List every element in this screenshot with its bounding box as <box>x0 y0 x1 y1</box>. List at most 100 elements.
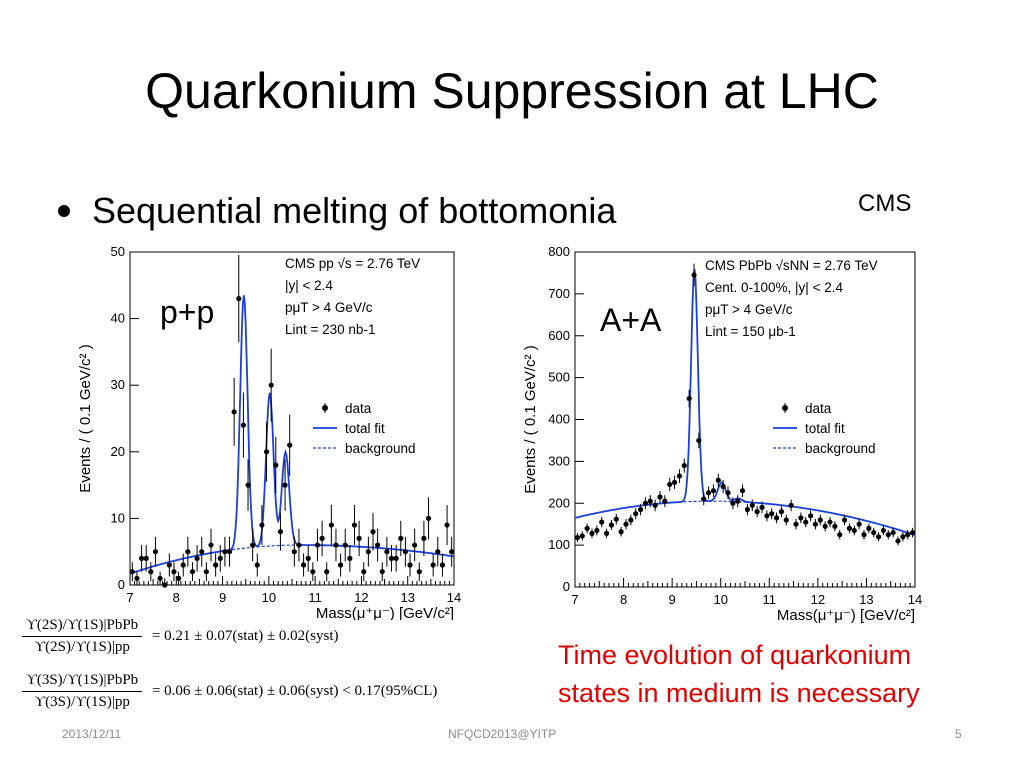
pp-annotation: pμT > 4 GeV/c <box>285 300 373 315</box>
pp-data-point <box>412 542 418 548</box>
pp-data-point <box>305 555 311 561</box>
pbpb-data-point <box>885 532 891 538</box>
pbpb-y-tick-label: 600 <box>548 328 570 343</box>
pp-data-point <box>324 569 330 575</box>
pp-data-point <box>231 409 237 415</box>
pp-x-tick-label: 10 <box>262 590 276 605</box>
pp-data-point <box>444 522 450 528</box>
pp-data-point <box>449 549 455 555</box>
pp-data-point <box>203 569 209 575</box>
pp-y-axis-label: Events / ( 0.1 GeV/c² ) <box>77 344 94 492</box>
pp-data-point <box>430 562 436 568</box>
pbpb-x-tick-label: 8 <box>620 592 627 607</box>
pp-data-point <box>166 562 172 568</box>
pbpb-data-point <box>715 477 721 483</box>
pbpb-data-point <box>837 532 843 538</box>
ratio-equation-2s: ϒ(2S)/ϒ(1S)|PbPb ϒ(2S)/ϒ(1S)|pp = 0.21 ±… <box>22 617 339 656</box>
pbpb-data-point <box>846 525 853 531</box>
pbpb-data-point <box>730 500 736 506</box>
pp-data-point <box>180 562 186 568</box>
pbpb-data-point <box>900 534 906 540</box>
pp-data-point <box>250 542 256 548</box>
pp-y-tick-label: 30 <box>111 377 125 392</box>
ratio-value-2s: = 0.21 ± 0.07(stat) ± 0.02(syst) <box>151 628 339 644</box>
pbpb-annotation: pμT > 4 GeV/c <box>705 302 793 317</box>
cms-label: CMS <box>858 190 912 217</box>
pp-data-point <box>333 542 339 548</box>
pp-data-point <box>435 549 441 555</box>
pbpb-data-point <box>637 506 644 513</box>
pp-mass-plot: 7 8 9 10 11 12 13 14 0 10 20 30 40 50 Mass(μ⁺μ⁻) [GeV/… <box>70 240 470 622</box>
pbpb-data-point <box>807 513 814 519</box>
pp-data-point <box>398 535 404 541</box>
pp-data-point <box>148 569 154 575</box>
pp-x-tick-label: 8 <box>173 590 180 605</box>
pp-data-point <box>370 529 376 535</box>
pbpb-annotation: Lint = 150 μb-1 <box>705 324 796 339</box>
pp-data-point <box>259 522 265 528</box>
pp-data-point <box>185 549 191 555</box>
pbpb-legend-background: background <box>805 441 876 456</box>
pbpb-data-point <box>788 502 794 508</box>
pbpb-data-point <box>705 490 712 496</box>
pbpb-data-point <box>827 519 833 525</box>
pbpb-data-point <box>686 395 692 402</box>
footer-date: 2013/12/11 <box>62 727 122 741</box>
pp-data-point <box>236 296 242 302</box>
pbpb-y-tick-label: 300 <box>548 453 570 468</box>
pp-data-point <box>314 542 321 548</box>
pbpb-data-point <box>832 523 838 529</box>
pp-data-point <box>384 549 390 555</box>
aa-label: A+A <box>600 302 662 338</box>
pp-data-point <box>407 562 413 568</box>
pbpb-data-point <box>671 479 678 485</box>
pp-data-point <box>347 555 353 561</box>
pbpb-data-point <box>754 509 760 515</box>
pp-x-axis-label: Mass(μ⁺μ⁻) [GeV/c²] <box>316 605 454 620</box>
pp-data-point <box>287 442 293 448</box>
pp-data-point <box>291 549 297 555</box>
pp-data-point <box>338 562 344 568</box>
pbpb-mass-plot: 7 8 9 10 11 12 13 14 0 100 200 300 400 500 600 700 800 Ma… <box>515 240 945 635</box>
pp-data-point <box>138 555 145 561</box>
pp-data-point <box>273 462 279 468</box>
pp-annotation: |y| < 2.4 <box>285 278 333 293</box>
pbpb-data-point <box>744 506 751 513</box>
pp-data-point <box>134 575 140 581</box>
pbpb-y-tick-label: 100 <box>548 537 570 552</box>
pp-data-point <box>176 575 182 581</box>
pp-data-point <box>199 549 205 555</box>
pbpb-total-fit-curve <box>574 268 916 536</box>
pp-plot-svg: 7 8 9 10 11 12 13 14 0 10 20 30 40 50 Mass(μ⁺μ⁻) [GeV/… <box>77 244 461 622</box>
pp-data-point <box>213 562 219 568</box>
pbpb-data-point <box>803 519 809 525</box>
pbpb-data-point <box>691 272 697 278</box>
bullet-text: Sequential melting of bottomonia <box>92 190 617 231</box>
pbpb-data-point <box>739 488 746 494</box>
pbpb-data-point <box>880 527 887 534</box>
pp-data-point <box>282 482 288 488</box>
pp-data-point <box>296 542 302 548</box>
pbpb-data-point <box>642 500 649 506</box>
pbpb-data-point <box>841 517 848 523</box>
pp-total-fit-curve <box>129 295 455 575</box>
bullet-dot-icon <box>58 205 70 217</box>
pp-data-point <box>222 549 228 555</box>
pbpb-x-tick-label: 12 <box>811 592 825 607</box>
conclusion-line-1: Time evolution of quarkonium <box>558 640 912 670</box>
pbpb-annotation: Cent. 0-100%, |y| < 2.4 <box>705 280 843 295</box>
pp-y-tick-label: 40 <box>111 311 125 326</box>
pbpb-data-point <box>735 498 741 504</box>
pp-x-tick-label: 11 <box>308 590 322 605</box>
pbpb-data-point <box>608 522 615 528</box>
pbpb-legend-fit: total fit <box>805 421 845 436</box>
pbpb-y-tick-label: 0 <box>563 579 570 594</box>
pp-data-point <box>152 549 159 555</box>
pp-data-point <box>365 549 371 555</box>
pp-annotation: CMS pp √s = 2.76 TeV <box>285 256 420 271</box>
ratio-equation-3s: ϒ(3S)/ϒ(1S)|PbPb ϒ(3S)/ϒ(1S)|pp = 0.06 ±… <box>22 672 437 711</box>
pp-x-tick-label: 9 <box>219 590 226 605</box>
pbpb-data-point <box>764 513 770 519</box>
pp-data-point <box>171 569 177 575</box>
pbpb-data-point <box>861 532 867 538</box>
